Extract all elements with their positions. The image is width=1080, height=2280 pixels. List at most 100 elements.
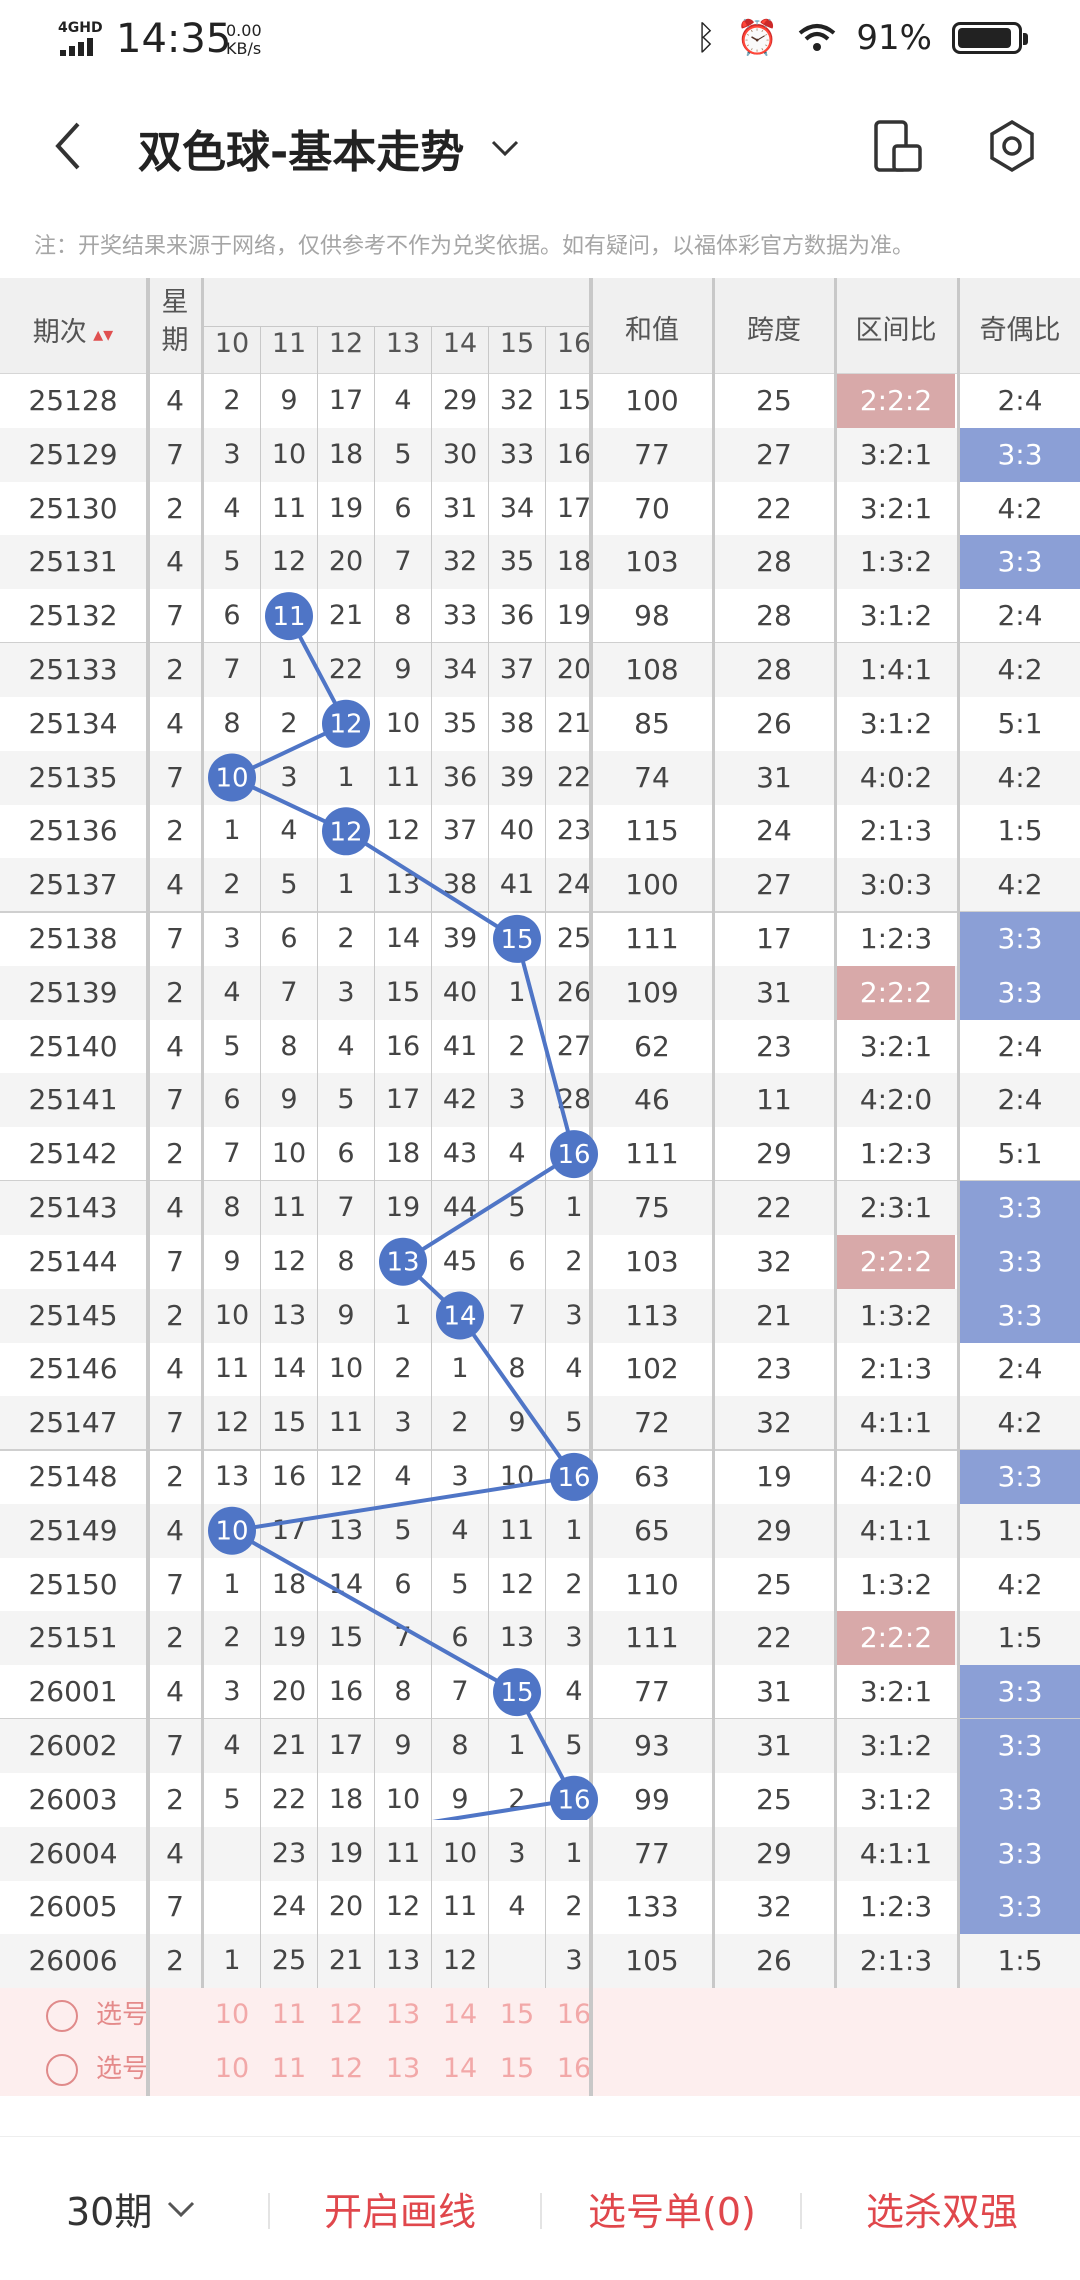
pick-number[interactable]: 14 — [442, 2052, 478, 2084]
pick-number[interactable]: 11 — [271, 2052, 307, 2084]
zone-ratio-cell: 2:1:3 — [859, 814, 933, 848]
battery-icon — [952, 22, 1028, 54]
col-period-header[interactable]: 期次 ▴▾ — [32, 317, 114, 348]
weekday-cell: 7 — [166, 599, 184, 633]
table-row[interactable]: 25131 4 5 12 20 7 32 35 18 103 28 1:3:2 3:3 — [0, 535, 1080, 590]
span-cell: 25 — [756, 1567, 792, 1601]
number-cell: 8 — [223, 707, 241, 739]
table-header: 期次 ▴▾ 星期 和值 跨度 区间比 奇偶比 10 11 12 13 14 15 16 — [0, 278, 1080, 374]
number-cell: 5 — [280, 869, 298, 901]
number-cell: 9 — [394, 1730, 412, 1761]
span-cell: 23 — [756, 1029, 792, 1063]
span-cell: 17 — [756, 922, 792, 955]
table-row[interactable]: 26004 4 23 19 11 10 3 1 77 29 4:1:1 3:3 — [0, 1826, 1080, 1881]
period-cell: 25131 — [28, 545, 118, 579]
table-row[interactable]: 25133 2 7 1 22 9 34 37 20 108 28 1:4:1 4:2 — [0, 643, 1080, 697]
number-cell: 4 — [394, 385, 412, 416]
number-cell: 1 — [223, 815, 241, 847]
page-title: 双色球-基本走势 — [138, 127, 465, 178]
number-cell: 40 — [442, 976, 478, 1008]
sort-icon[interactable]: ▴▾ — [86, 322, 114, 346]
sum-cell: 103 — [625, 545, 679, 579]
zone-ratio-cell: 3:0:3 — [859, 868, 933, 902]
zone-ratio-cell: 2:2:2 — [837, 1611, 955, 1666]
pick-radio[interactable] — [46, 2053, 78, 2086]
pick-list-button[interactable]: 选号单(0) — [588, 2190, 756, 2234]
table-row[interactable]: 25146 4 11 14 10 2 1 8 4 102 23 2:1:3 2:4 — [0, 1342, 1080, 1396]
table-row[interactable]: 25151 2 2 19 15 7 6 13 3 111 22 2:2:2 1:5 — [0, 1611, 1080, 1666]
table-row[interactable]: 25141 7 6 9 5 17 42 3 28 46 11 4:2:0 2:4 — [0, 1073, 1080, 1128]
odd-even-cell: 3:3 — [960, 427, 1080, 482]
table-row[interactable]: 26001 4 3 20 16 8 7 4 77 31 3:2:1 3:3 — [0, 1665, 1080, 1720]
table-row[interactable]: 25138 7 3 6 2 14 39 25 111 17 1:2:3 3:3 — [0, 912, 1080, 966]
sum-cell: 102 — [625, 1352, 679, 1386]
number-cell: 12 — [385, 815, 421, 847]
pick-number[interactable]: 12 — [328, 2052, 364, 2084]
pick-number[interactable]: 16 — [556, 2052, 592, 2084]
number-cell: 5 — [223, 1783, 241, 1815]
table-row[interactable]: 25128 4 2 9 17 4 29 32 15 100 25 2:2:2 2:4 — [0, 374, 1080, 428]
number-cell: 5 — [223, 1030, 241, 1062]
table-row[interactable]: 25140 4 5 8 4 16 41 2 27 62 23 3:2:1 2:4 — [0, 1020, 1080, 1074]
table-row[interactable]: 25149 4 17 13 5 4 11 1 65 29 4:1:1 1:5 — [0, 1503, 1080, 1558]
table-row[interactable]: 25150 7 1 18 14 6 5 12 2 110 25 1:3:2 4:2 — [0, 1558, 1080, 1612]
title-dropdown[interactable]: 双色球-基本走势 — [138, 116, 520, 180]
pick-number[interactable]: 10 — [214, 1999, 250, 2030]
clock: 14:35 — [116, 16, 232, 62]
period-count-dropdown[interactable]: 30期 — [66, 2181, 196, 2236]
table-row[interactable]: 25129 7 3 10 18 5 30 33 16 77 27 3:2:1 3:3 — [0, 427, 1080, 482]
table-row[interactable]: 26005 7 24 20 12 11 4 2 133 32 1:2:3 3:3 — [0, 1880, 1080, 1935]
number-cell: 1 — [337, 869, 355, 901]
table-row[interactable]: 25145 2 10 13 9 1 7 3 113 21 1:3:2 3:3 — [0, 1288, 1080, 1343]
sum-cell: 108 — [625, 653, 679, 686]
pick-number[interactable]: 10 — [214, 2052, 250, 2084]
pick-radio[interactable] — [46, 2000, 78, 2032]
table-row[interactable]: 25148 2 13 16 12 4 3 10 63 19 4:2:0 3:3 — [0, 1450, 1080, 1504]
divider — [540, 2193, 542, 2229]
sum-cell: 74 — [634, 760, 670, 794]
settings-gear-icon[interactable] — [984, 118, 1040, 174]
back-arrow-icon[interactable] — [48, 118, 92, 174]
table-row[interactable]: 25143 4 8 11 7 19 44 5 1 75 22 2:3:1 3:3 — [0, 1181, 1080, 1235]
span-cell: 31 — [756, 1675, 792, 1709]
table-row[interactable]: 26002 7 4 21 17 9 8 1 5 93 31 3:1:2 3:3 — [0, 1719, 1080, 1773]
pick-number[interactable]: 13 — [385, 1999, 421, 2030]
number-cell: 1 — [394, 1299, 412, 1331]
table-row[interactable]: 25136 2 1 4 12 37 40 23 115 24 2:1:3 1:5 — [0, 804, 1080, 858]
pick-number[interactable]: 15 — [499, 1999, 535, 2030]
table-row[interactable]: 25134 4 8 2 10 35 38 21 85 26 3:1:2 5:1 — [0, 697, 1080, 751]
number-cell: 10 — [442, 1837, 478, 1869]
pick-number[interactable]: 15 — [499, 2052, 535, 2084]
number-cell: 5 — [451, 1568, 469, 1600]
pick-number[interactable]: 13 — [385, 2052, 421, 2084]
table-row[interactable]: 25135 7 3 1 11 36 39 22 74 31 4:0:2 4:2 — [0, 750, 1080, 805]
table-row[interactable]: 25144 7 9 12 8 45 6 2 103 32 2:2:2 3:3 — [0, 1234, 1080, 1289]
span-cell: 26 — [756, 1944, 792, 1978]
table-row[interactable]: 25142 2 7 10 6 18 43 4 111 29 1:2:3 5:1 — [0, 1127, 1080, 1181]
table-row[interactable]: 26006 2 1 25 21 13 12 3 105 26 2:1:3 1:5 — [0, 1934, 1080, 1989]
span-cell: 31 — [756, 1729, 792, 1762]
pick-area — [0, 1988, 1080, 2096]
pick-number[interactable]: 16 — [556, 1999, 592, 2030]
pick-number[interactable]: 11 — [271, 1999, 307, 2030]
weekday-cell: 7 — [166, 437, 184, 471]
table-row[interactable]: 25147 7 12 15 11 3 2 9 5 72 32 4:1:1 4:2 — [0, 1396, 1080, 1451]
pick-row: 选号 10 11 12 13 14 15 16 — [0, 1988, 1080, 2042]
number-cell: 3 — [565, 1622, 583, 1654]
draw-lines-button[interactable]: 开启画线 — [324, 2190, 477, 2234]
odd-even-cell: 3:3 — [960, 1880, 1080, 1935]
pick-number[interactable]: 14 — [442, 1999, 478, 2030]
pick-number[interactable]: 12 — [328, 1999, 364, 2030]
table-row[interactable]: 25139 2 4 7 3 15 40 1 26 109 31 2:2:2 3:3 — [0, 965, 1080, 1020]
table-row[interactable]: 25137 4 2 5 1 13 38 41 24 100 27 3:0:3 4:2 — [0, 858, 1080, 913]
table-row[interactable]: 25132 7 6 21 8 33 36 19 98 28 3:1:2 2:4 — [0, 589, 1080, 643]
signal-icon — [60, 36, 100, 56]
landscape-phone-icon[interactable] — [872, 118, 924, 174]
table-row[interactable]: 26003 2 5 22 18 10 9 2 99 25 3:1:2 3:3 — [0, 1772, 1080, 1827]
period-cell: 25139 — [28, 975, 118, 1009]
number-cell: 2 — [223, 869, 241, 901]
kill-strong-button[interactable]: 选杀双强 — [866, 2190, 1019, 2234]
number-cell: 15 — [328, 1622, 364, 1654]
number-cell: 21 — [328, 600, 364, 632]
table-row[interactable]: 25130 2 4 11 19 6 31 34 17 70 22 3:2:1 4:2 — [0, 482, 1080, 536]
